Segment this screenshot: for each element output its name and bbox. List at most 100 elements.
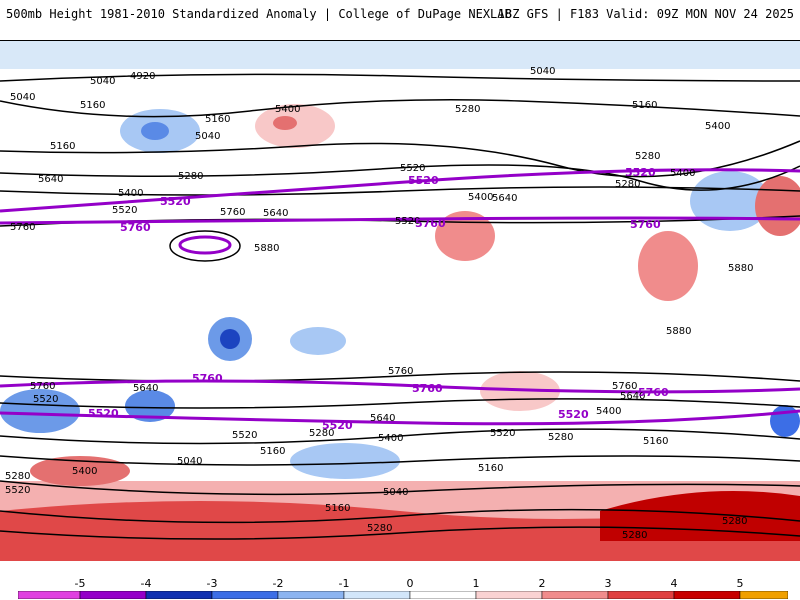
colorbar-segment [343,591,411,599]
contour-label: 4920 [130,71,155,82]
contour-label: 5400 [378,433,403,444]
contour-label: 5280 [722,516,747,527]
highlight-label: 5760 [630,218,661,231]
highlight-label: 5520 [558,408,589,421]
colorbar-segment [409,591,477,599]
contour-label: 5640 [133,383,158,394]
highlight-label: 5520 [322,419,353,432]
contour-label: 5760 [612,381,637,392]
highlight-contours [0,168,800,426]
colorbar-segment [145,591,213,599]
colorbar-segment [739,591,788,599]
contour-label: 5280 [622,530,647,541]
colorbar-segment [79,591,147,599]
map-panel[interactable]: 4920 5040 5040 5040 5160 5160 5160 5280 … [0,40,800,561]
contour-label: 5880 [728,263,753,274]
contour-label: 5640 [370,413,395,424]
contour-label: 5040 [10,92,35,103]
positive-anomaly-core [273,116,297,130]
colorbar-tick-label: 4 [670,577,678,590]
contour-label: 5760 [220,207,245,218]
contour-label: 5280 [178,171,203,182]
contour-label: 5160 [325,503,350,514]
model-run-info: 18Z GFS | F183 Valid: 09Z MON NOV 24 202… [497,7,794,21]
contour-label: 5280 [455,104,480,115]
contour-label: 5520 [33,394,58,405]
contour-label: 5040 [530,66,555,77]
negative-anomaly [770,405,800,437]
positive-anomaly [435,211,495,261]
contour-labels: 4920 5040 5040 5040 5160 5160 5160 5280 … [5,66,753,541]
colorbar-tick-label: -5 [74,577,86,590]
colorbar-tick-label: -2 [272,577,284,590]
contour-label: 5040 [383,487,408,498]
contour-label: 5520 [490,428,515,439]
contour-label: 5520 [5,485,30,496]
anomaly-map[interactable]: 4920 5040 5040 5040 5160 5160 5160 5280 … [0,41,800,561]
contour-label: 5280 [635,151,660,162]
colorbar-tick-label: -3 [206,577,218,590]
contour-label: 5160 [205,114,230,125]
colorbar-tick-label: 5 [736,577,744,590]
contour-label: 5760 [30,381,55,392]
contour-label: 5280 [5,471,30,482]
contour-label: 5400 [275,104,300,115]
contour-label: 5640 [492,193,517,204]
highlight-label: 5520 [408,174,439,187]
colorbar-segment [607,591,675,599]
negative-anomaly [125,390,175,422]
highlight-label: 5520 [88,407,119,420]
colorbar-tick-label: 3 [604,577,612,590]
contour-label: 5400 [72,466,97,477]
contour-label: 5040 [177,456,202,467]
antarctic-strong-shading [0,501,800,561]
contour-label: 5520 [112,205,137,216]
highlight-contour-labels: 5520 5760 5520 5760 5760 5520 5520 5760 … [88,166,669,432]
contour-label: 5040 [195,131,220,142]
arctic-shading [0,41,800,69]
negative-anomaly [0,389,80,433]
contour-label: 5520 [232,430,257,441]
contour-label: 5520 [395,216,420,227]
contour-label: 5160 [478,463,503,474]
colorbar-tick-label: 2 [538,577,546,590]
contour-label: 5640 [620,391,645,402]
negative-anomaly-core [220,329,240,349]
negative-anomaly-core [141,122,169,140]
highlight-label: 5520 [625,166,656,179]
highlight-label: 5760 [120,221,151,234]
negative-anomaly [290,443,400,479]
contour-label: 5880 [254,243,279,254]
contour-label: 5760 [388,366,413,377]
contour-label: 5400 [468,192,493,203]
contour-label: 5760 [10,222,35,233]
highlight-label: 5520 [160,195,191,208]
colorbar-segment [18,591,81,599]
contour-label: 5160 [632,100,657,111]
colorbar-segment [475,591,543,599]
contour-label: 5640 [263,208,288,219]
contour-label: 5520 [400,163,425,174]
colorbar-segment [277,591,345,599]
contour-label: 5400 [705,121,730,132]
positive-anomaly [638,231,698,301]
highlight-label: 5760 [415,217,446,230]
negative-anomaly [690,171,770,231]
contour-label: 5280 [309,428,334,439]
positive-anomaly [30,456,130,486]
highlight-label: 5760 [192,372,223,385]
colorbar-tick-label: 0 [406,577,414,590]
colorbar-tick-label: -4 [140,577,152,590]
contour-label: 5160 [260,446,285,457]
contour-label: 5280 [615,179,640,190]
contour-label: 5280 [367,523,392,534]
negative-anomaly [290,327,346,355]
contour-label: 5160 [643,436,668,447]
map-title: 500mb Height 1981-2010 Standardized Anom… [6,7,512,21]
contour-label: 5400 [118,188,143,199]
colorbar-segment [211,591,279,599]
colorbar-segment [673,591,741,599]
contour-label: 5160 [80,100,105,111]
contour-label: 5280 [548,432,573,443]
anomaly-colorbar: -5 -4 -3 -2 -1 0 1 2 3 4 5 [0,575,800,600]
